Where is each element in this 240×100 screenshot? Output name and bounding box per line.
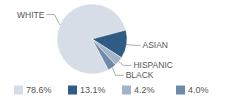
slice-labels: WHITE ASIAN HISPANICBLACK: [17, 10, 173, 81]
slice-label: HISPANIC: [133, 60, 173, 70]
legend-label: 13.1%: [80, 85, 106, 95]
legend-swatch: [176, 86, 185, 95]
slice-label: BLACK: [126, 70, 154, 80]
leader-line: [46, 15, 59, 25]
pie-slice: [92, 39, 116, 70]
leader-line: [119, 62, 132, 66]
chart: WHITE ASIAN HISPANICBLACK 78.6% 13.1% 4.2% 4.0…: [0, 0, 240, 100]
legend-label: 4.2%: [134, 85, 155, 95]
pie: [57, 4, 127, 74]
legend-label: 78.6%: [26, 85, 52, 95]
legend: 78.6% 13.1% 4.2% 4.0%: [14, 85, 209, 95]
slice-label: WHITE: [17, 10, 45, 20]
legend-label: 4.0%: [188, 85, 209, 95]
leader-line: [127, 44, 141, 46]
legend-swatch: [14, 86, 23, 95]
legend-swatch: [122, 86, 131, 95]
legend-swatch: [68, 86, 77, 95]
leader-line: [112, 68, 123, 76]
slice-label: ASIAN: [143, 40, 169, 50]
